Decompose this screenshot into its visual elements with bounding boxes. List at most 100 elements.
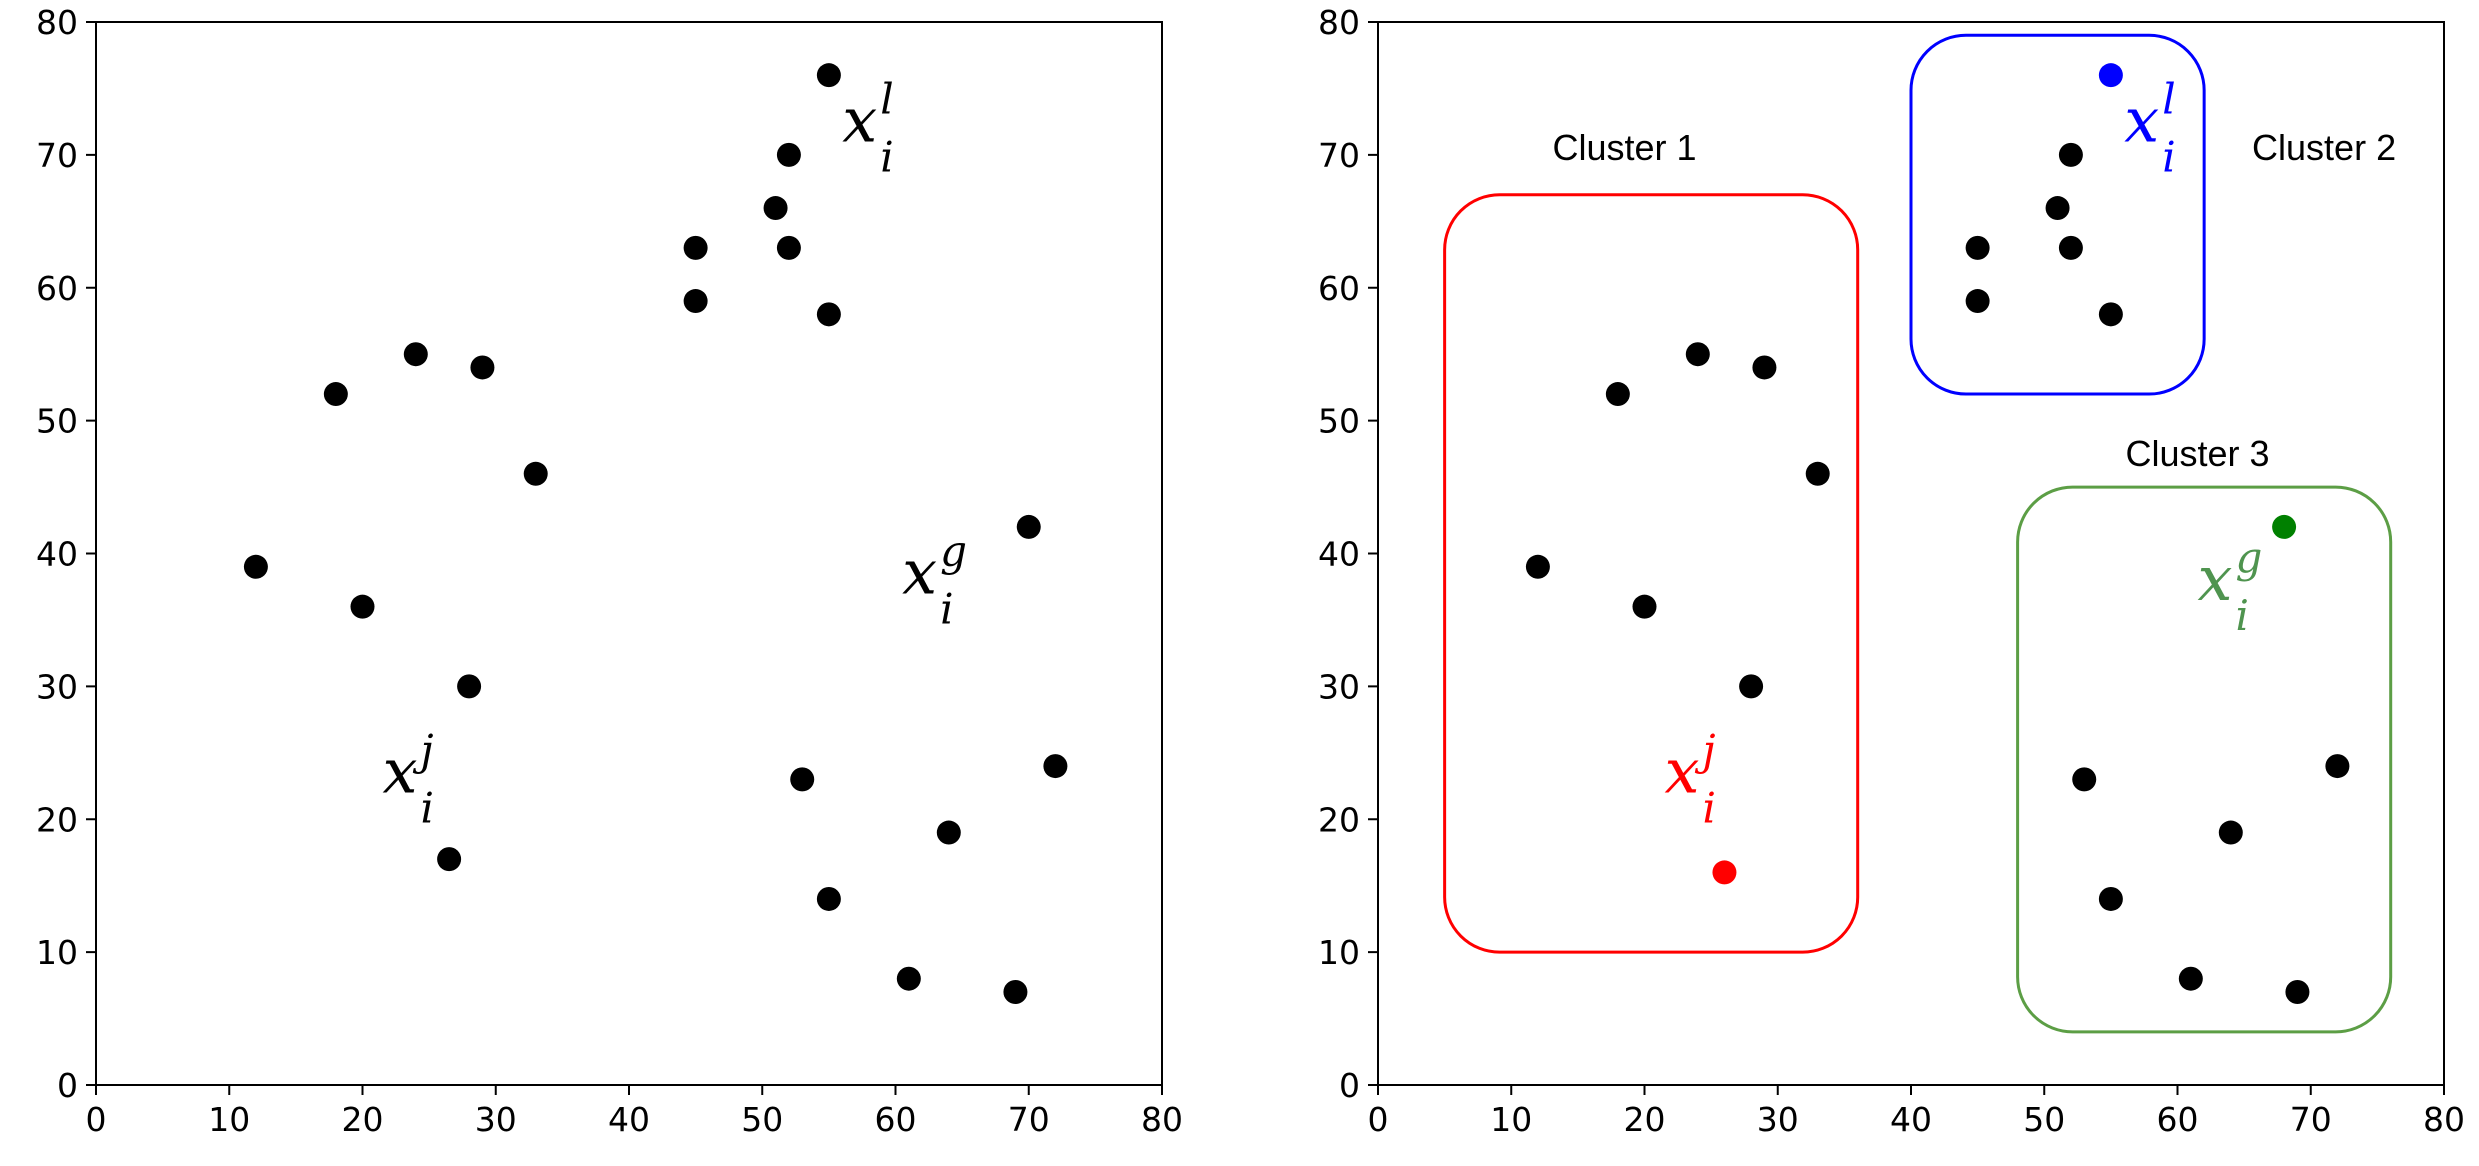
math-annotation-subscript: i bbox=[420, 784, 433, 833]
y-tick-label: 10 bbox=[1318, 933, 1360, 972]
data-point bbox=[1043, 754, 1068, 779]
y-tick-label: 40 bbox=[36, 535, 78, 574]
data-point bbox=[1605, 382, 1630, 407]
data-point bbox=[2285, 979, 2310, 1004]
y-tick-label: 60 bbox=[36, 269, 78, 308]
data-point bbox=[403, 342, 428, 367]
data-point bbox=[1739, 674, 1764, 699]
data-point bbox=[790, 767, 815, 792]
x-tick-label: 20 bbox=[342, 1100, 384, 1139]
data-point bbox=[523, 461, 548, 486]
math-annotation-base: x bbox=[2197, 542, 2232, 615]
data-point bbox=[470, 355, 495, 380]
y-tick-label: 0 bbox=[57, 1066, 78, 1105]
data-point bbox=[2218, 820, 2243, 845]
data-point bbox=[243, 554, 268, 579]
data-point bbox=[776, 142, 801, 167]
data-point bbox=[2272, 514, 2297, 539]
cluster-box bbox=[1909, 33, 2206, 396]
math-annotation-base: x bbox=[382, 735, 417, 808]
y-tick-label: 80 bbox=[1318, 3, 1360, 42]
math-annotation-subscript: i bbox=[2162, 133, 2175, 182]
data-point bbox=[1712, 860, 1737, 885]
math-annotation-base: x bbox=[1664, 735, 1699, 808]
cluster-box bbox=[1443, 193, 1860, 954]
data-point bbox=[1525, 554, 1550, 579]
data-point bbox=[936, 820, 961, 845]
data-point bbox=[2178, 966, 2203, 991]
data-point bbox=[2098, 63, 2123, 88]
math-annotation-base: x bbox=[842, 84, 877, 157]
cluster-label: Cluster 2 bbox=[2252, 127, 2396, 168]
x-tick-label: 40 bbox=[608, 1100, 650, 1139]
x-tick-label: 10 bbox=[208, 1100, 250, 1139]
data-point bbox=[350, 594, 375, 619]
right-scatter-plot: 0 10 20 30 40 50 60 70 80 0 10 20 30 40 50 60 70 80 Cluste… bbox=[1318, 3, 2465, 1139]
x-tick-label: 30 bbox=[475, 1100, 517, 1139]
x-tick-label: 60 bbox=[2157, 1100, 2199, 1139]
data-point bbox=[2045, 196, 2070, 221]
x-tick-label: 60 bbox=[875, 1100, 917, 1139]
x-tick-label: 40 bbox=[1890, 1100, 1932, 1139]
data-point bbox=[1632, 594, 1657, 619]
data-point bbox=[1965, 289, 1990, 314]
y-tick-label: 20 bbox=[1318, 800, 1360, 839]
data-point bbox=[816, 63, 841, 88]
math-annotation-base: x bbox=[2124, 84, 2159, 157]
y-tick-label: 70 bbox=[1318, 136, 1360, 175]
math-annotation-superscript: g bbox=[940, 526, 967, 575]
y-tick-label: 30 bbox=[1318, 667, 1360, 706]
cluster-label: Cluster 3 bbox=[2125, 433, 2269, 474]
data-point bbox=[896, 966, 921, 991]
math-annotation-subscript: i bbox=[2235, 591, 2248, 640]
x-tick-label: 80 bbox=[2423, 1100, 2465, 1139]
x-tick-label: 50 bbox=[2023, 1100, 2065, 1139]
math-annotation-subscript: i bbox=[940, 584, 953, 633]
math-annotation-superscript: g bbox=[2235, 533, 2262, 582]
y-tick-label: 40 bbox=[1318, 535, 1360, 574]
data-point bbox=[763, 196, 788, 221]
data-point bbox=[683, 235, 708, 260]
x-tick-label: 80 bbox=[1141, 1100, 1183, 1139]
x-tick-label: 20 bbox=[1624, 1100, 1666, 1139]
data-point bbox=[683, 289, 708, 314]
math-annotation-base: x bbox=[902, 535, 937, 608]
y-tick-label: 60 bbox=[1318, 269, 1360, 308]
data-point bbox=[1965, 235, 1990, 260]
x-tick-label: 30 bbox=[1757, 1100, 1799, 1139]
data-point bbox=[323, 382, 348, 407]
data-point bbox=[2072, 767, 2097, 792]
data-point bbox=[2058, 142, 2083, 167]
y-tick-label: 80 bbox=[36, 3, 78, 42]
data-point bbox=[816, 302, 841, 327]
x-tick-label: 50 bbox=[741, 1100, 783, 1139]
math-annotation-subscript: i bbox=[880, 133, 893, 182]
x-tick-label: 70 bbox=[2290, 1100, 2332, 1139]
data-point bbox=[2098, 302, 2123, 327]
data-point bbox=[1685, 342, 1710, 367]
data-point bbox=[1752, 355, 1777, 380]
y-tick-label: 50 bbox=[36, 402, 78, 441]
data-point bbox=[1003, 979, 1028, 1004]
axes-frame bbox=[95, 21, 1163, 1086]
data-point bbox=[2325, 754, 2350, 779]
data-point bbox=[1016, 514, 1041, 539]
x-tick-label: 0 bbox=[86, 1100, 107, 1139]
data-point bbox=[457, 674, 482, 699]
data-point bbox=[2098, 886, 2123, 911]
math-annotation-subscript: i bbox=[1702, 784, 1715, 833]
y-tick-label: 30 bbox=[36, 667, 78, 706]
x-tick-label: 10 bbox=[1490, 1100, 1532, 1139]
data-point bbox=[437, 847, 462, 872]
y-tick-label: 0 bbox=[1339, 1066, 1360, 1105]
math-annotation-superscript: l bbox=[880, 75, 893, 124]
data-point bbox=[776, 235, 801, 260]
cluster-box bbox=[2016, 485, 2393, 1034]
y-tick-label: 70 bbox=[36, 136, 78, 175]
data-point bbox=[816, 886, 841, 911]
x-tick-label: 70 bbox=[1008, 1100, 1050, 1139]
y-tick-label: 20 bbox=[36, 800, 78, 839]
math-annotation-superscript: l bbox=[2162, 75, 2175, 124]
